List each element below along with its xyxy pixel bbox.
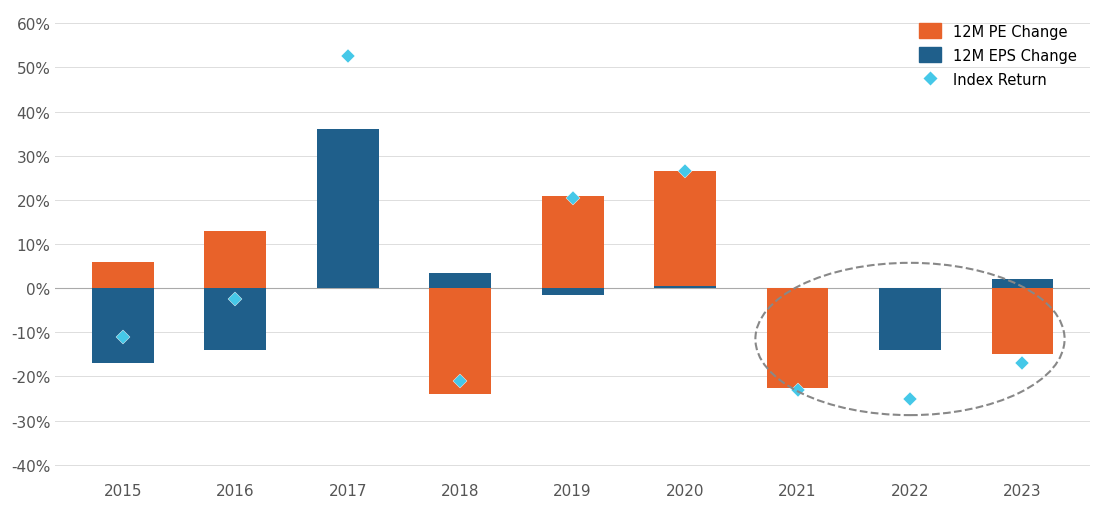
Bar <box>205 232 266 289</box>
Bar <box>654 172 716 289</box>
Bar <box>654 287 716 289</box>
Legend: 12M PE Change, 12M EPS Change, Index Return: 12M PE Change, 12M EPS Change, Index Ret… <box>914 18 1082 94</box>
Bar <box>992 289 1054 355</box>
Bar <box>317 218 379 289</box>
Bar <box>92 262 154 289</box>
Bar <box>542 289 603 295</box>
Bar <box>429 289 491 394</box>
Bar <box>429 273 491 289</box>
Bar <box>542 196 603 289</box>
Bar <box>317 130 379 289</box>
Bar <box>92 289 154 363</box>
Bar <box>766 289 828 388</box>
Bar <box>992 280 1054 289</box>
Bar <box>205 289 266 350</box>
Bar <box>879 289 941 306</box>
Bar <box>879 289 941 350</box>
